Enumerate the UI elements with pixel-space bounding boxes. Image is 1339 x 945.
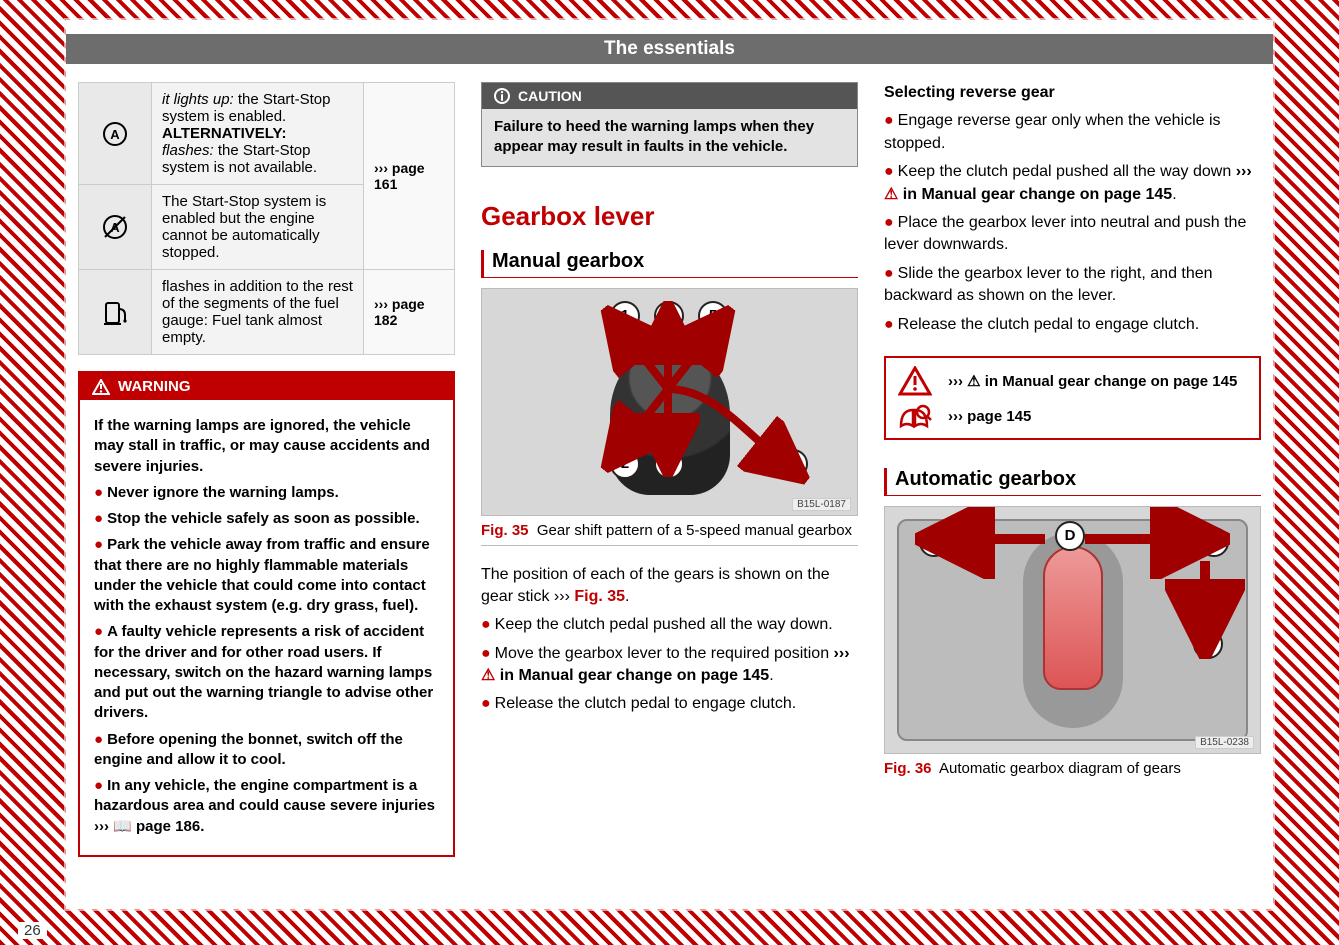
warning-lead: If the warning lamps are ignored, the ve… [94,416,439,477]
caution-body: Failure to heed the warning lamps when t… [482,109,857,166]
sub-heading-automatic: Automatic gearbox [884,468,1261,496]
indicator-icon-fuel-pump [79,270,152,355]
indicator-text: it lights up: the Start-Stop sys­tem is … [152,83,364,185]
header-bar: The essentials [66,34,1273,64]
indicator-ref: ››› page 161 [364,83,455,270]
warning-bullet: ●Before opening the bonnet, switch off t… [94,730,439,771]
col2-body: The position of each of the gears is sho… [481,558,858,722]
col3-bullet: ●Engage reverse gear only when the vehic… [884,110,1261,155]
ref-row-1-text: ››› ⚠ in Manual gear change on page 145 [948,372,1237,390]
ref-panel: ››› ⚠ in Manual gear change on page 145 … [884,356,1261,440]
col2-intro-text: The position of each of the gears is sho… [481,566,830,605]
fig35-caption-label: Fig. 35 [481,522,529,539]
warning-bullet: ●A faulty vehicle represents a risk of a… [94,622,439,723]
ref-row-2-text: ››› page 145 [948,408,1031,425]
column-1: Ait lights up: the Start-Stop sys­tem is… [78,82,455,895]
ref-row-2: ››› page 145 [898,404,1247,430]
caution-heading: CAUTION [482,83,857,109]
indicator-icon-start-stop-a: A [79,83,152,185]
figure-35: 1 3 5 2 4 R [481,288,858,516]
reverse-section: Selecting reverse gear ●Engage reverse g… [884,82,1261,342]
col3-bullet: ●Slide the gearbox lever to the right, a… [884,263,1261,308]
fig35-caption: Fig. 35 Gear shift pattern of a 5-speed … [481,522,858,546]
ref-row-1: ››› ⚠ in Manual gear change on page 145 [898,366,1247,396]
caution-info-icon [494,88,510,104]
warning-box: WARNING If the warning lamps are ignored… [78,371,455,857]
svg-text:A: A [110,127,120,142]
fig36-caption-text: Automatic gearbox diagram of gears [939,760,1181,777]
indicator-text: flashes in addition to the rest of the s… [152,270,364,355]
fig36-caption: Fig. 36 Automatic gearbox diagram of gea… [884,760,1261,783]
reverse-heading: Selecting reverse gear [884,82,1261,104]
ref-book-icon [898,404,932,430]
col3-bullet: ●Release the clutch pedal to engage clut… [884,314,1261,336]
warning-bullet: ●Never ignore the warning lamps. [94,483,439,503]
warning-heading: WARNING [80,373,453,400]
fig36-caption-label: Fig. 36 [884,760,932,777]
page-surface: The essentials Ait lights up: the Start-… [66,20,1273,909]
page-number: 26 [18,922,47,939]
fig35-arrows [482,289,857,515]
fig35-caption-text: Gear shift pattern of a 5-speed man­ual … [537,522,852,539]
warning-bullet: ●Stop the vehicle safely as soon as poss… [94,509,439,529]
fig35-code: B15L-0187 [792,498,851,511]
warning-triangle-icon [92,379,110,395]
warning-body: If the warning lamps are ignored, the ve… [80,400,453,855]
col3-bullet: ●Place the gearbox lever into neutral an… [884,212,1261,257]
col2-intro: The position of each of the gears is sho… [481,564,858,609]
col2-bullet: ●Keep the clutch pedal pushed all the wa… [481,614,858,636]
columns: Ait lights up: the Start-Stop sys­tem is… [78,82,1261,895]
col2-bullet: ●Move the gearbox lever to the required … [481,643,858,688]
indicator-row: flashes in addition to the rest of the s… [79,270,455,355]
column-2: CAUTION Failure to heed the warning lamp… [481,82,858,895]
section-heading-gearbox: Gearbox lever [481,201,858,232]
header-title: The essentials [604,38,735,60]
indicator-icon-start-stop-off: A [79,185,152,270]
indicator-table: Ait lights up: the Start-Stop sys­tem is… [78,82,455,355]
fig36-code: B15L-0238 [1195,736,1254,749]
col2-intro-figref: Fig. 35 [574,588,625,605]
figure-36: M D N R B15L-0238 [884,506,1261,754]
col2-bullet: ●Release the clutch pedal to engage clut… [481,693,858,715]
sub-heading-manual: Manual gearbox [481,250,858,278]
indicator-text: The Start-Stop system is ena­bled but th… [152,185,364,270]
indicator-ref: ››› page 182 [364,270,455,355]
col3-bullet: ●Keep the clutch pedal pushed all the wa… [884,161,1261,206]
column-3: Selecting reverse gear ●Engage reverse g… [884,82,1261,895]
caution-heading-text: CAUTION [518,88,582,104]
ref-warning-icon [898,366,932,396]
warning-bullet: ●Park the vehicle away from traffic and … [94,535,439,616]
warning-heading-text: WARNING [118,378,191,395]
warning-bullet: ●In any vehicle, the engine compartment … [94,776,439,837]
indicator-row: Ait lights up: the Start-Stop sys­tem is… [79,83,455,185]
caution-box: CAUTION Failure to heed the warning lamp… [481,82,858,167]
fig36-arrows [885,507,1260,753]
